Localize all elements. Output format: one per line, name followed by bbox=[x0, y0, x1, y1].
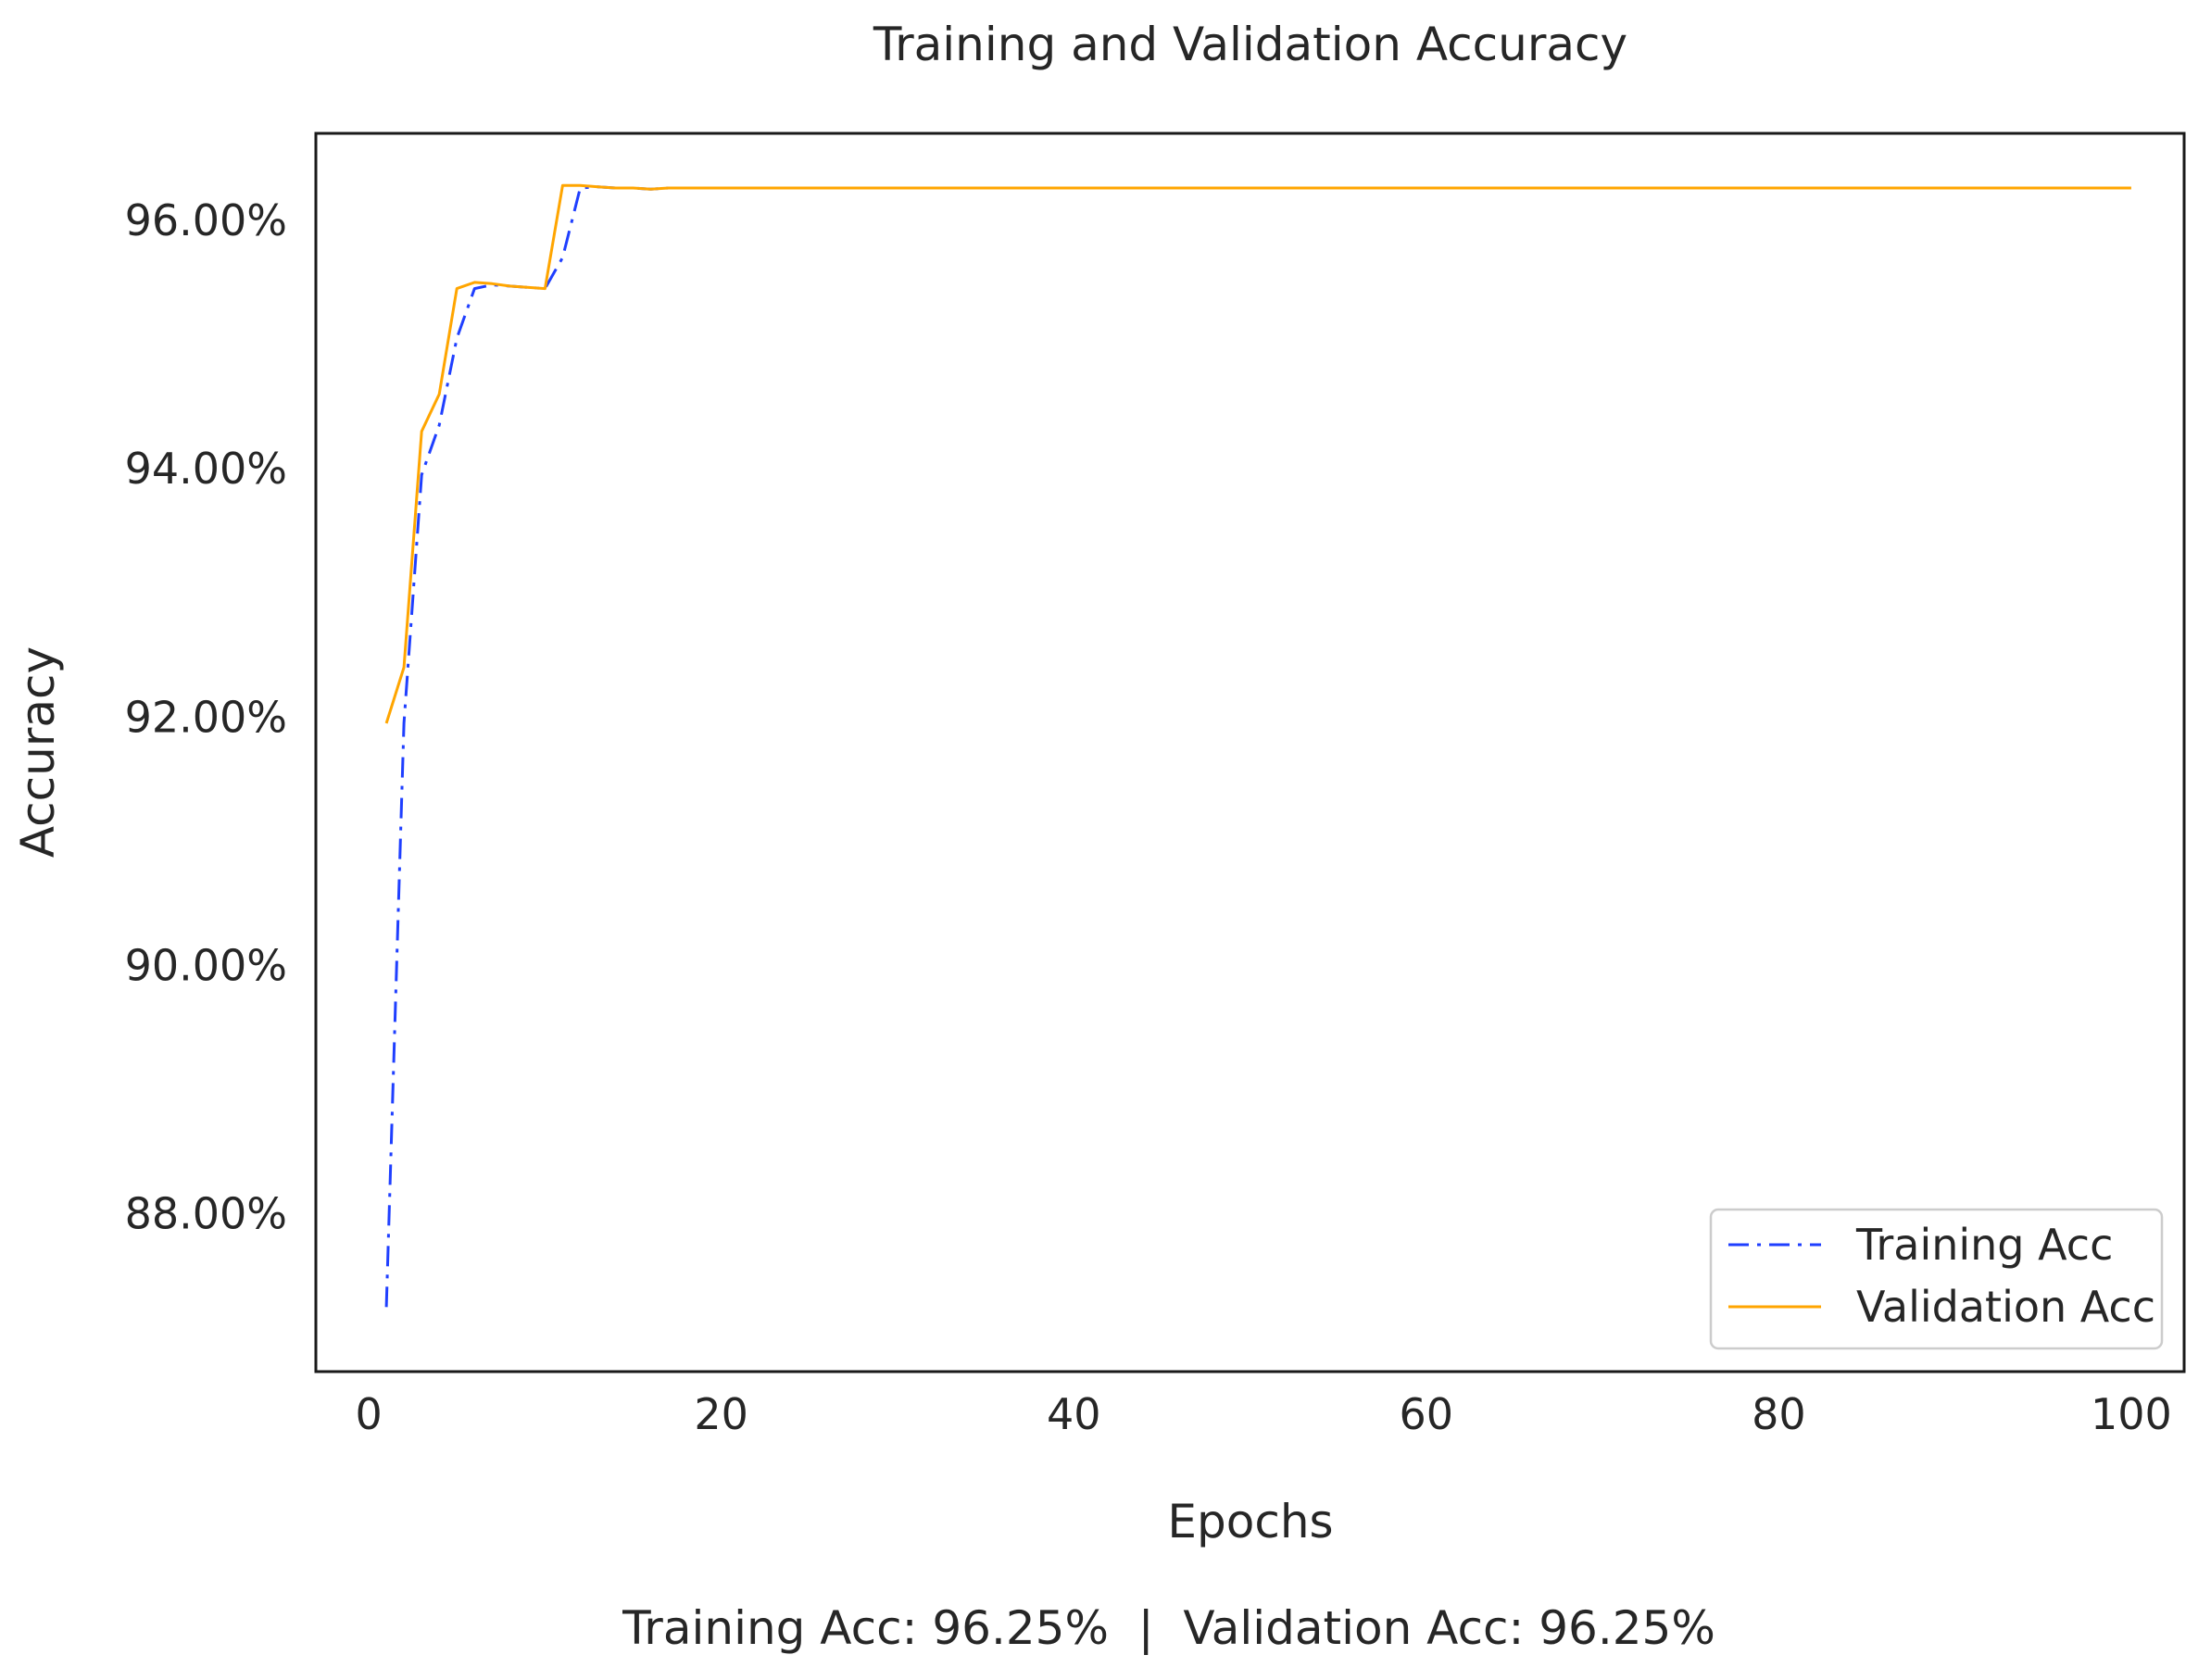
x-tick-label: 100 bbox=[2091, 1389, 2172, 1439]
x-axis: 0 20 40 60 80 100 bbox=[355, 1389, 2171, 1439]
legend-box bbox=[1709, 1208, 2164, 1350]
y-tick-label: 94.00% bbox=[125, 444, 287, 494]
x-tick-label: 40 bbox=[1047, 1389, 1101, 1439]
legend: Training Acc Validation Acc bbox=[1709, 1208, 2164, 1350]
y-tick-label: 92.00% bbox=[125, 692, 287, 742]
series-line-validation bbox=[384, 183, 2131, 724]
x-tick-label: 80 bbox=[1752, 1389, 1806, 1439]
x-tick-label: 0 bbox=[355, 1389, 382, 1439]
footer-summary: Training Acc: 96.25% | Validation Acc: 9… bbox=[622, 1601, 1715, 1655]
y-tick-label: 90.00% bbox=[125, 940, 287, 990]
y-axis: 88.00% 90.00% 92.00% 94.00% 96.00% bbox=[125, 195, 287, 1239]
legend-label-training: Training Acc bbox=[1855, 1220, 2113, 1270]
y-tick-label: 88.00% bbox=[125, 1189, 287, 1239]
x-axis-label: Epochs bbox=[1167, 1495, 1333, 1548]
legend-label-validation: Validation Acc bbox=[1856, 1282, 2155, 1332]
plot-series bbox=[384, 183, 2131, 1308]
y-tick-label: 96.00% bbox=[125, 195, 287, 245]
x-tick-label: 60 bbox=[1400, 1389, 1454, 1439]
chart-title: Training and Validation Accuracy bbox=[873, 18, 1627, 71]
series-line-training bbox=[384, 185, 2131, 1308]
x-tick-label: 20 bbox=[694, 1389, 748, 1439]
plot-frame bbox=[314, 132, 2186, 1373]
y-axis-label: Accuracy bbox=[11, 646, 65, 858]
